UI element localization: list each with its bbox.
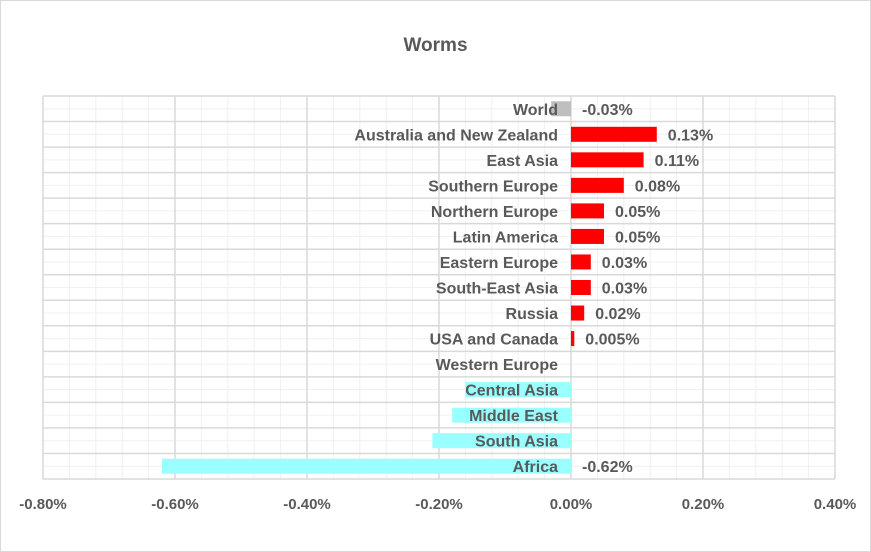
data-label: 0.02% <box>595 306 640 323</box>
category-label: Middle East <box>469 408 559 425</box>
x-tick-label: -0.80% <box>19 496 67 513</box>
category-label: Western Europe <box>436 357 559 374</box>
data-label: -0.62% <box>582 459 633 476</box>
bar <box>571 280 591 295</box>
data-label: 0.05% <box>615 229 660 246</box>
data-label: 0.005% <box>585 332 639 349</box>
bar <box>571 203 604 219</box>
category-label: Southern Europe <box>428 178 558 195</box>
bar <box>571 177 624 193</box>
bar <box>571 152 644 168</box>
x-tick-label: -0.60% <box>151 496 199 513</box>
category-label: Russia <box>506 306 559 323</box>
bar <box>161 458 572 474</box>
chart-title: Worms <box>403 35 468 56</box>
category-label: Latin America <box>453 229 558 246</box>
category-label: Eastern Europe <box>440 255 558 272</box>
bar <box>432 433 571 449</box>
category-label: Northern Europe <box>431 204 558 221</box>
bar <box>571 331 575 347</box>
category-label: South Asia <box>475 434 558 451</box>
bar <box>571 305 585 321</box>
bar <box>571 126 657 142</box>
bar <box>551 101 571 117</box>
data-label: 0.03% <box>602 281 647 298</box>
x-tick-label: 0.20% <box>682 496 725 513</box>
category-label: USA and Canada <box>430 332 558 349</box>
bar <box>465 382 571 398</box>
x-tick-label: 0.40% <box>814 496 857 513</box>
category-label: Central Asia <box>465 383 558 400</box>
data-label: 0.08% <box>635 178 680 195</box>
data-label: 0.13% <box>668 127 713 144</box>
bar <box>571 254 591 270</box>
bar <box>571 228 604 244</box>
x-tick-label: -0.40% <box>283 496 331 513</box>
data-label: -0.03% <box>582 102 633 119</box>
x-tick-label: 0.00% <box>550 496 593 513</box>
bar <box>452 407 571 423</box>
x-tick-label: -0.20% <box>415 496 463 513</box>
category-label: Australia and New Zealand <box>354 127 558 144</box>
data-label: 0.05% <box>615 204 660 221</box>
category-label: East Asia <box>487 153 559 170</box>
category-label: South-East Asia <box>436 281 558 298</box>
data-label: 0.03% <box>602 255 647 272</box>
data-label: 0.11% <box>655 153 699 170</box>
category-label: World <box>513 102 558 119</box>
category-label: Africa <box>513 459 558 476</box>
